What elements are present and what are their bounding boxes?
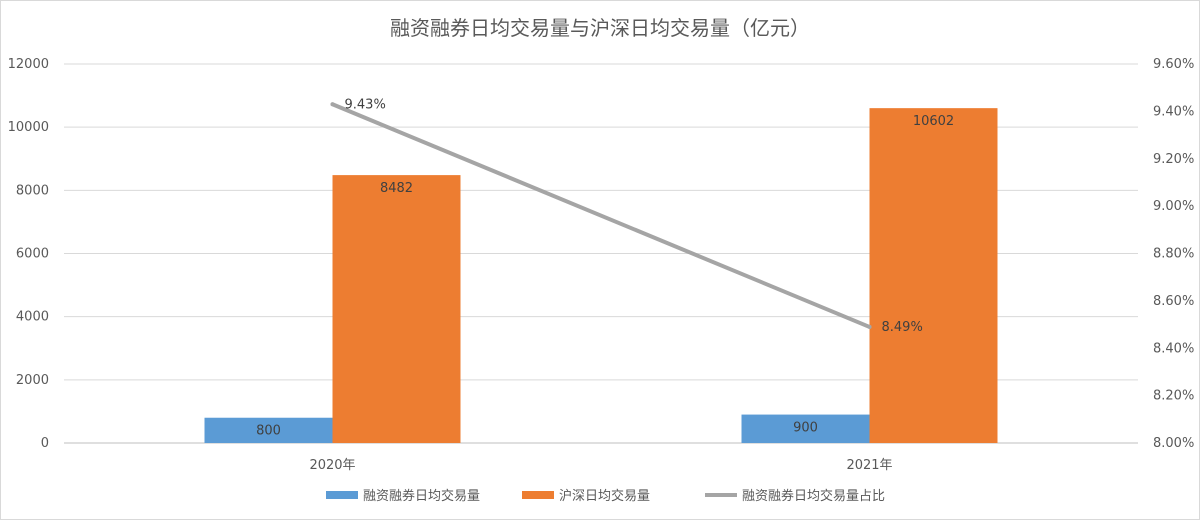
line-path	[330, 102, 872, 329]
line-value-label: 9.43%	[345, 97, 386, 112]
bar-value-label: 900	[793, 421, 818, 436]
bars	[204, 108, 998, 443]
bar	[332, 175, 461, 443]
right-tick-label: 8.80%	[1153, 247, 1194, 262]
left-tick-label: 8000	[16, 183, 49, 198]
legend-label: 融资融券日均交易量占比	[742, 488, 885, 504]
x-axis: 2020年 2021年	[309, 458, 892, 473]
left-tick-label: 2000	[16, 373, 49, 388]
left-tick-label: 6000	[16, 247, 49, 262]
line-series	[330, 102, 872, 329]
line-point	[867, 324, 872, 329]
bar	[741, 414, 870, 443]
left-tick-label: 0	[41, 436, 49, 451]
legend-swatch	[326, 491, 358, 499]
right-tick-label: 9.40%	[1153, 104, 1194, 119]
left-tick-label: 4000	[16, 310, 49, 325]
gridlines	[64, 63, 1138, 444]
legend-label: 融资融券日均交易量	[363, 488, 480, 504]
left-axis: 0 2000 4000 6000 8000 10000 12000	[8, 57, 49, 451]
legend-label: 沪深日均交易量	[559, 488, 650, 504]
right-tick-label: 9.00%	[1153, 199, 1194, 214]
legend-swatch	[522, 491, 554, 499]
right-axis: 8.00% 8.20% 8.40% 8.60% 8.80% 9.00% 9.20% 9.40%…	[1153, 57, 1194, 451]
bar-value-label: 8482	[380, 181, 413, 196]
right-tick-label: 8.60%	[1153, 294, 1194, 309]
data-labels: 800 900 8482 10602 9.43% 8.49%	[256, 97, 954, 438]
bar	[204, 417, 333, 443]
bar-value-label: 10602	[913, 114, 954, 129]
left-tick-label: 10000	[8, 120, 49, 135]
right-tick-label: 9.60%	[1153, 57, 1194, 72]
right-tick-label: 8.20%	[1153, 389, 1194, 404]
right-tick-label: 9.20%	[1153, 152, 1194, 167]
left-tick-label: 12000	[8, 57, 49, 72]
right-tick-label: 8.00%	[1153, 436, 1194, 451]
chart-title: 融资融券日均交易量与沪深日均交易量（亿元）	[390, 16, 810, 40]
bar	[869, 108, 998, 443]
legend: 融资融券日均交易量 沪深日均交易量 融资融券日均交易量占比	[326, 488, 885, 504]
bar-value-label: 800	[256, 424, 281, 439]
category-label: 2020年	[309, 458, 355, 473]
line-point	[330, 102, 335, 107]
right-tick-label: 8.40%	[1153, 341, 1194, 356]
category-label: 2021年	[846, 458, 892, 473]
line-value-label: 8.49%	[882, 320, 923, 335]
